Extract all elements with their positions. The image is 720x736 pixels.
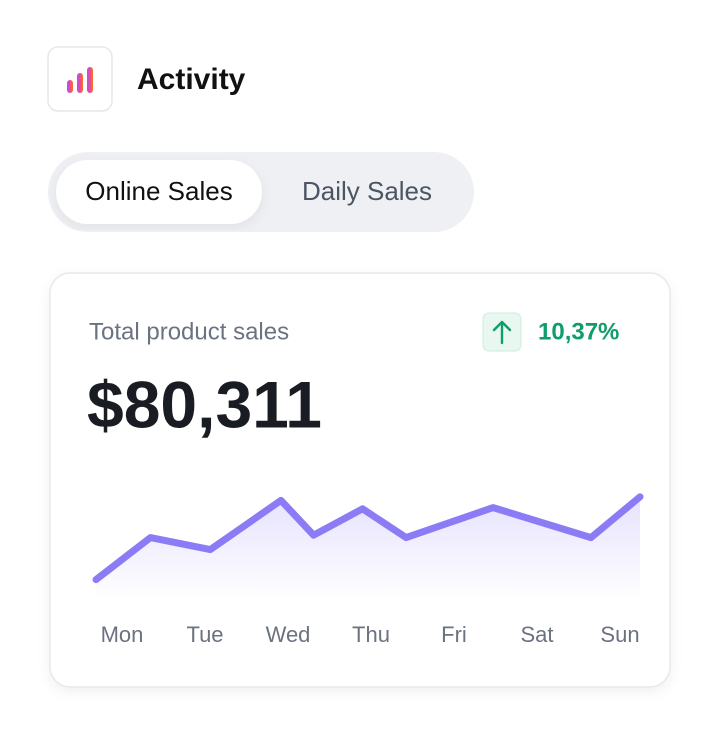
title: Activity (137, 63, 246, 96)
change: 10,37% (538, 318, 619, 345)
x-tick-label: Wed (266, 622, 311, 647)
trend-arrow (492, 320, 512, 345)
tab[interactable]: Daily Sales (302, 176, 432, 206)
card-label: Total product sales (89, 318, 289, 345)
x-tick-label: Sat (520, 622, 553, 647)
x-tick-label: Sun (600, 622, 639, 647)
x-tick-label: Fri (441, 622, 467, 647)
x-tick-label: Mon (101, 622, 144, 647)
tab-active-bg (56, 160, 262, 224)
total: $80,311 (87, 367, 322, 441)
line-area (96, 496, 640, 600)
line (92, 493, 644, 584)
icon-bars (67, 67, 93, 93)
x-tick-label: Tue (186, 622, 223, 647)
x-tick-label: Thu (352, 622, 390, 647)
tab[interactable]: Online Sales (85, 176, 232, 206)
